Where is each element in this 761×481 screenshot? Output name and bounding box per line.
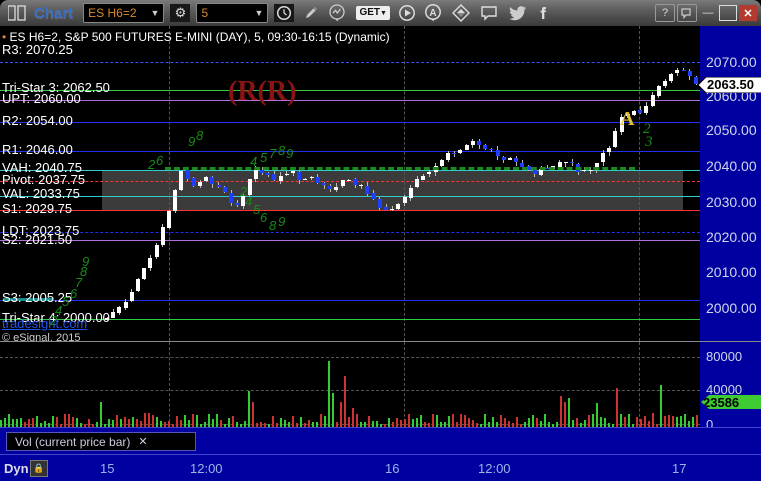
svg-text:A: A: [429, 8, 436, 19]
